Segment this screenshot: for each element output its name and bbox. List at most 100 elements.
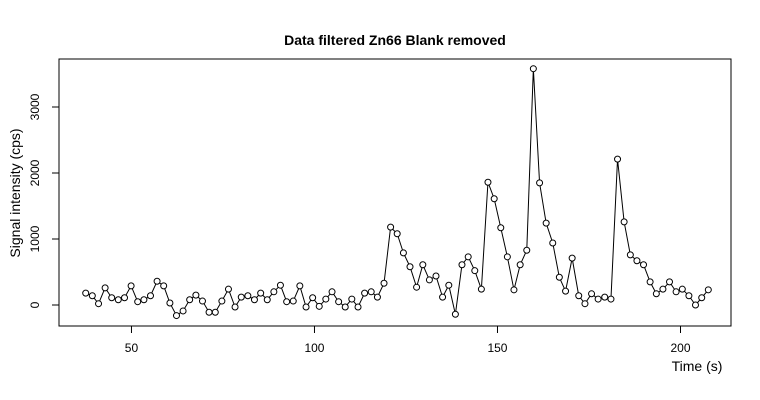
data-point xyxy=(614,155,622,163)
data-point xyxy=(652,290,660,298)
data-point xyxy=(283,298,291,306)
data-point xyxy=(218,297,226,305)
data-point xyxy=(296,282,304,290)
chart-title: Data filtered Zn66 Blank removed xyxy=(284,32,506,48)
data-point xyxy=(581,300,589,308)
data-point xyxy=(88,292,96,300)
data-point xyxy=(413,283,421,291)
data-point xyxy=(484,178,492,186)
data-point xyxy=(523,246,531,254)
data-point xyxy=(205,308,213,316)
data-point xyxy=(179,307,187,315)
data-point xyxy=(542,219,550,227)
data-point xyxy=(328,288,336,296)
data-point xyxy=(549,239,557,247)
data-point xyxy=(477,285,485,293)
data-point xyxy=(302,303,310,311)
data-point xyxy=(497,224,505,232)
data-point xyxy=(341,303,349,311)
data-point xyxy=(121,294,129,302)
x-tick-label: 150 xyxy=(487,341,507,355)
data-point xyxy=(250,296,258,304)
y-tick-label: 0 xyxy=(28,301,42,308)
y-axis-label: Signal intensity (cps) xyxy=(7,128,23,257)
data-point xyxy=(367,288,375,296)
data-point xyxy=(620,218,628,226)
data-point xyxy=(237,293,245,301)
data-point xyxy=(198,297,206,305)
data-point xyxy=(322,295,330,303)
data-point xyxy=(127,282,135,290)
data-point xyxy=(166,299,174,307)
data-point xyxy=(425,276,433,284)
y-tick-label: 3000 xyxy=(28,93,42,120)
data-point xyxy=(134,298,142,306)
data-point xyxy=(108,294,116,302)
x-axis-label: Time (s) xyxy=(672,358,723,374)
data-point xyxy=(192,291,200,299)
data-point xyxy=(147,292,155,300)
data-point xyxy=(289,297,297,305)
data-point xyxy=(646,278,654,286)
data-point xyxy=(160,282,168,290)
data-point xyxy=(536,179,544,187)
data-point xyxy=(309,294,317,302)
data-point xyxy=(672,288,680,296)
data-point xyxy=(224,285,232,293)
y-tick-label: 1000 xyxy=(28,225,42,252)
data-point xyxy=(445,281,453,289)
data-point xyxy=(704,286,712,294)
data-point xyxy=(335,298,343,306)
data-point xyxy=(555,273,563,281)
data-point xyxy=(315,302,323,310)
data-point xyxy=(568,254,576,262)
data-point xyxy=(575,292,583,300)
data-point xyxy=(380,279,388,287)
data-point xyxy=(464,253,472,261)
data-point xyxy=(685,292,693,300)
data-point xyxy=(231,303,239,311)
y-tick-label: 2000 xyxy=(28,159,42,186)
data-point xyxy=(471,267,479,275)
data-point xyxy=(211,308,219,316)
x-tick-label: 100 xyxy=(304,341,324,355)
data-point xyxy=(393,230,401,238)
data-point xyxy=(529,65,537,73)
data-point xyxy=(140,296,148,304)
data-point xyxy=(373,293,381,301)
data-point xyxy=(276,281,284,289)
data-point xyxy=(562,287,570,295)
data-point xyxy=(601,293,609,301)
data-point xyxy=(95,300,103,308)
data-point xyxy=(439,293,447,301)
data-point xyxy=(270,288,278,296)
data-point xyxy=(419,261,427,269)
data-point xyxy=(114,296,122,304)
plot-box xyxy=(58,58,732,327)
data-point xyxy=(490,195,498,203)
data-point xyxy=(82,289,90,297)
data-point xyxy=(348,295,356,303)
data-point xyxy=(172,312,180,320)
data-point xyxy=(698,294,706,302)
data-point xyxy=(516,261,524,269)
data-point xyxy=(458,261,466,269)
data-point xyxy=(354,303,362,311)
data-point xyxy=(432,272,440,280)
data-point xyxy=(626,251,634,259)
data-point xyxy=(399,249,407,257)
data-point xyxy=(186,296,194,304)
data-point xyxy=(263,296,271,304)
data-point xyxy=(101,284,109,292)
series-line xyxy=(85,68,709,317)
data-point xyxy=(640,261,648,269)
data-point xyxy=(153,277,161,285)
data-point xyxy=(691,301,699,309)
data-point xyxy=(659,285,667,293)
data-point xyxy=(678,285,686,293)
data-point xyxy=(510,286,518,294)
data-point xyxy=(244,292,252,300)
data-point xyxy=(361,289,369,297)
data-point xyxy=(503,253,511,261)
